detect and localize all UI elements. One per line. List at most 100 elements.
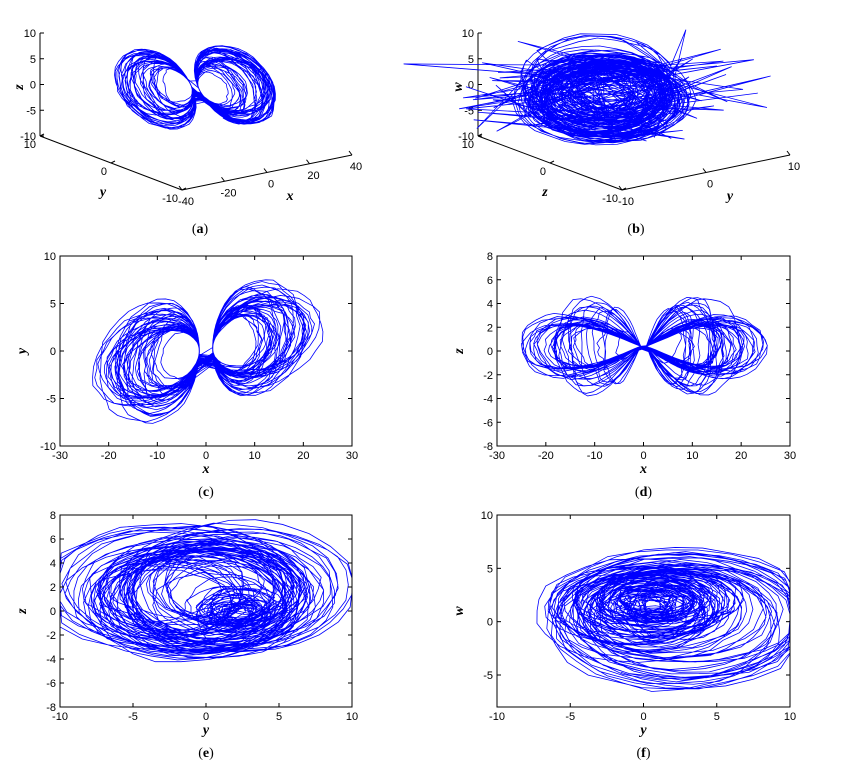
y-tick-label: -10 (602, 193, 618, 205)
x-axis-label: y (201, 723, 210, 738)
x-tick-label: 0 (640, 450, 646, 462)
x-tick-label: -20 (221, 187, 237, 199)
trajectory-line (114, 45, 276, 130)
y-tick-mark (181, 187, 187, 191)
plot-frame (496, 255, 791, 447)
x-tick-label: 10 (784, 711, 796, 723)
z-tick-label: -10 (458, 131, 474, 143)
y-tick-label: -2 (46, 630, 56, 642)
x-tick-mark (306, 159, 310, 165)
y-tick-label: -5 (483, 670, 493, 682)
x-tick-label: 30 (784, 450, 796, 462)
x-axis-label: x (639, 462, 647, 477)
y-tick-mark (110, 160, 116, 164)
y-tick-label: -8 (46, 702, 56, 714)
x-tick-label: 0 (707, 179, 713, 191)
z-tick-label: 0 (30, 80, 36, 92)
y-tick-label: 0 (101, 166, 107, 178)
y-tick-label: 8 (487, 251, 493, 263)
panel-label: (a) (192, 222, 209, 237)
x-tick-label: -10 (52, 711, 68, 723)
trajectory-line (403, 29, 771, 146)
x-tick-label: 20 (307, 170, 319, 182)
y-tick-label: 10 (462, 139, 474, 151)
chart-panel-c: -30 -20 -10 0 10 20 30 -10 -5 0 5 10 x y (c) (15, 251, 358, 500)
x-tick-label: -30 (52, 450, 68, 462)
y-tick-label: 4 (50, 558, 56, 570)
x-tick-mark (178, 185, 183, 191)
y-tick-label: 0 (487, 346, 493, 358)
y-tick-label: 0 (540, 166, 546, 178)
z-tick-label: 0 (468, 80, 474, 92)
y-tick-label: 4 (487, 299, 493, 311)
z-tick-label: 5 (30, 54, 36, 66)
x-tick-mark (348, 150, 353, 156)
x-tick-label: -10 (587, 450, 603, 462)
panel-label: (b) (627, 222, 644, 237)
x-tick-label: 10 (249, 450, 261, 462)
x-axis-label: x (286, 189, 294, 204)
x-tick-label: 20 (735, 450, 747, 462)
x-tick-mark (786, 150, 791, 156)
plot-area (536, 547, 790, 692)
x-tick-label: 40 (350, 161, 362, 173)
x-tick-label: -20 (538, 450, 554, 462)
x-tick-mark (618, 185, 623, 191)
x-tick-label: 20 (297, 450, 309, 462)
y-tick-label: -4 (483, 394, 493, 406)
y-axis-label: y (15, 347, 30, 356)
x-tick-label: -10 (489, 711, 505, 723)
trajectory-line (92, 279, 324, 424)
y-tick-mark (621, 187, 627, 191)
y-tick-label: 8 (50, 510, 56, 522)
x-tick-label: 30 (346, 450, 358, 462)
y-tick-label: -8 (483, 441, 493, 453)
x-tick-label: 0 (640, 711, 646, 723)
x-axis-label: x (202, 462, 210, 477)
x-axis-label: y (638, 723, 647, 738)
y-tick-mark (549, 160, 555, 164)
trajectory-line (536, 547, 790, 692)
x-tick-label: 10 (686, 450, 698, 462)
y-tick-label: -6 (483, 417, 493, 429)
y-tick-label: -6 (46, 678, 56, 690)
x-tick-label: 10 (788, 161, 800, 173)
y-tick-label: 0 (50, 346, 56, 358)
trajectory-line (60, 519, 352, 663)
z-tick-label: 10 (462, 28, 474, 40)
z-tick-label: -5 (464, 105, 474, 117)
y-axis-label: y (98, 185, 107, 200)
y-tick-label: 6 (487, 275, 493, 287)
y-axis-label: z (541, 185, 548, 200)
y-tick-label: 10 (481, 510, 493, 522)
x-tick-label: 0 (203, 450, 209, 462)
y-tick-label: -2 (483, 370, 493, 382)
trajectory-line (521, 295, 768, 397)
x-tick-mark (221, 176, 225, 182)
y-tick-label: 5 (487, 563, 493, 575)
plot-area (60, 519, 352, 663)
y-tick-label: 10 (44, 251, 56, 263)
x-tick-label: 0 (268, 179, 274, 191)
x-tick-label: -40 (178, 196, 194, 208)
z-tick-label: -10 (20, 131, 36, 143)
y-axis-label: w (452, 606, 467, 616)
plot-area (521, 295, 768, 397)
y-tick-label: 10 (24, 139, 36, 151)
y-tick-label: -4 (46, 654, 56, 666)
panel-label: (d) (635, 485, 652, 500)
x-tick-label: -5 (128, 711, 138, 723)
x-tick-label: -10 (618, 196, 634, 208)
z-tick-label: 10 (24, 28, 36, 40)
z-axis-label: z (12, 84, 27, 91)
y-tick-label: 2 (50, 582, 56, 594)
y-tick-label: -10 (162, 193, 178, 205)
y-axis-label: z (15, 608, 30, 615)
z-tick-label: -5 (26, 105, 36, 117)
x-tick-label: 0 (203, 711, 209, 723)
z-tick-label: 5 (468, 54, 474, 66)
panel-label: (c) (198, 485, 214, 500)
